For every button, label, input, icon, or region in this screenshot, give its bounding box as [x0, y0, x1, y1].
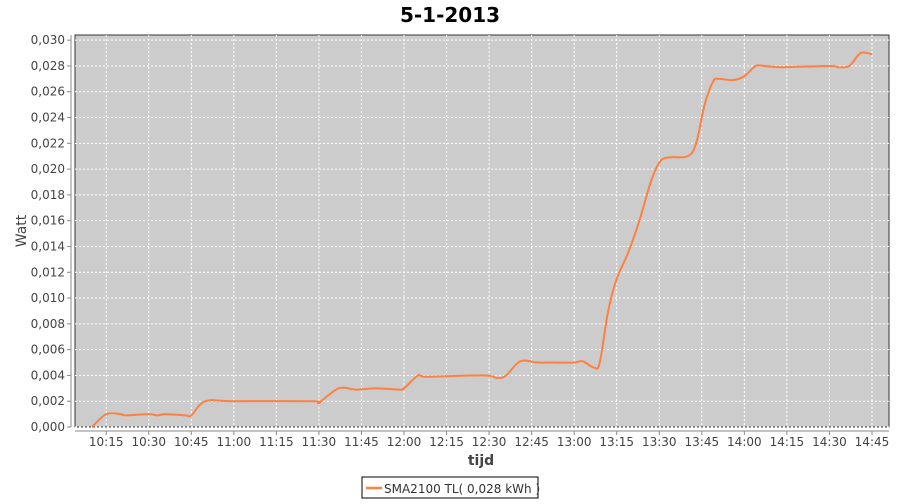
x-tick-label: 11:45	[344, 435, 379, 449]
x-tick-label: 12:00	[387, 435, 422, 449]
y-tick-label: 0,002	[31, 394, 65, 408]
x-tick-label: 10:45	[174, 435, 209, 449]
legend-label: SMA2100 TL( 0,028 kWh )	[384, 482, 540, 496]
x-tick-label: 10:15	[89, 435, 124, 449]
x-tick-label: 11:15	[259, 435, 294, 449]
x-tick-label: 10:30	[131, 435, 166, 449]
y-tick-label: 0,012	[31, 265, 65, 279]
y-tick-label: 0,016	[31, 214, 65, 228]
x-tick-label: 14:15	[770, 435, 805, 449]
y-tick-label: 0,014	[31, 239, 65, 253]
legend: SMA2100 TL( 0,028 kWh )	[362, 477, 540, 498]
y-axis-label: Watt	[14, 214, 30, 247]
x-tick-label: 12:15	[429, 435, 464, 449]
x-tick-label: 12:30	[472, 435, 507, 449]
y-tick-label: 0,010	[31, 291, 65, 305]
y-tick-label: 0,022	[31, 136, 65, 150]
y-tick-label: 0,018	[31, 188, 65, 202]
y-tick-label: 0,026	[31, 85, 65, 99]
x-tick-label: 14:45	[855, 435, 890, 449]
y-tick-label: 0,008	[31, 317, 65, 331]
y-tick-label: 0,020	[31, 162, 65, 176]
x-tick-label: 12:45	[514, 435, 549, 449]
x-axis-label: tijd	[468, 453, 494, 469]
x-tick-label: 13:30	[642, 435, 677, 449]
y-tick-label: 0,004	[31, 368, 65, 382]
x-tick-label: 14:30	[812, 435, 847, 449]
x-tick-label: 13:45	[685, 435, 720, 449]
y-tick-label: 0,028	[31, 59, 65, 73]
x-tick-label: 13:00	[557, 435, 592, 449]
y-tick-label: 0,030	[31, 33, 65, 47]
x-tick-label: 11:30	[302, 435, 337, 449]
chart-title: 5-1-2013	[400, 3, 500, 27]
x-tick-label: 11:00	[217, 435, 252, 449]
plot-area	[75, 35, 889, 427]
y-tick-label: 0,006	[31, 343, 65, 357]
y-tick-label: 0,024	[31, 111, 65, 125]
x-tick-label: 13:15	[599, 435, 634, 449]
x-tick-label: 14:00	[727, 435, 762, 449]
y-tick-label: 0,000	[31, 420, 65, 434]
